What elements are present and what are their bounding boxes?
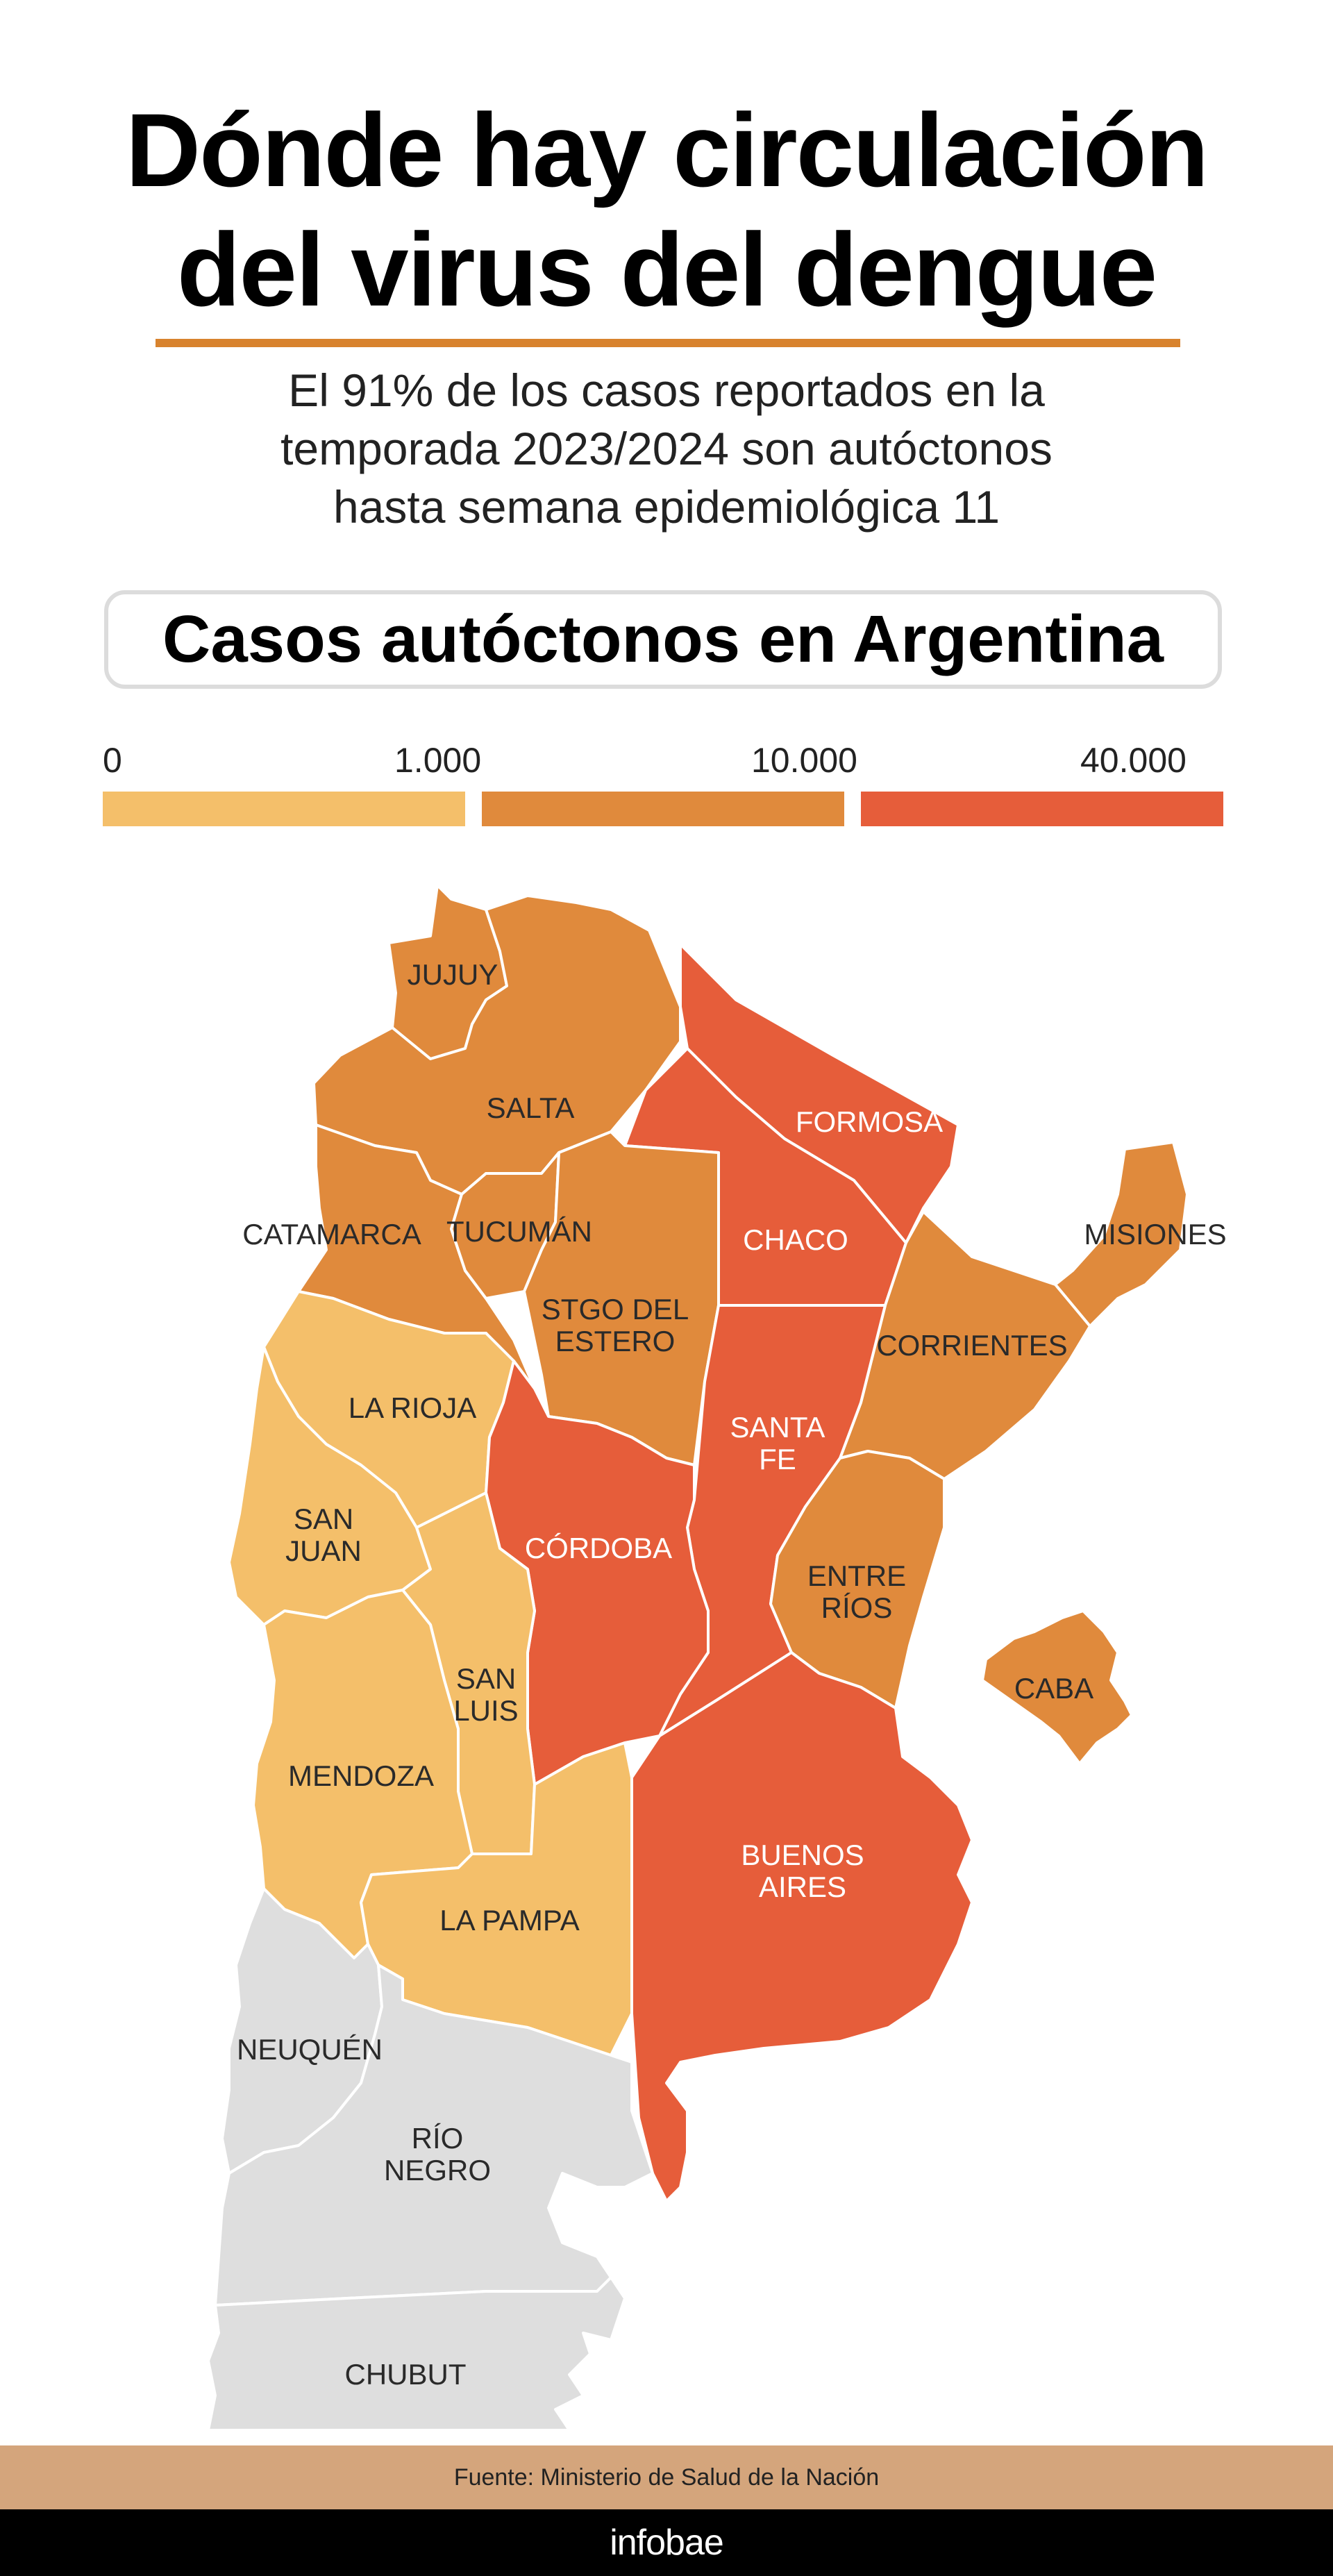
label-caba: CABA [1014,1672,1093,1705]
label-jujuy: JUJUY [408,958,498,991]
label-cordoba: CÓRDOBA [525,1532,672,1564]
label-mendoza: MENDOZA [288,1759,434,1792]
label-catamarca: CATAMARCA [242,1218,421,1251]
label-san-luis-line1: SAN [456,1662,516,1695]
label-misiones: MISIONES [1084,1218,1226,1251]
label-chaco: CHACO [743,1223,848,1256]
brand-logo: infobae [610,2523,724,2563]
main-title: Dónde hay circulación del virus del deng… [0,90,1333,329]
label-santa-fe-line1: SANTA [730,1411,825,1444]
label-neuquen: NEUQUÉN [237,2033,383,2066]
label-salta: SALTA [487,1092,575,1124]
legend-tick-1: 1.000 [394,741,482,780]
province-buenos-aires[interactable] [630,1651,973,2202]
label-buenos-aires-line2: AIRES [759,1871,846,1903]
title-line-2: del virus del dengue [176,211,1157,328]
legend-swatch-2 [861,792,1223,826]
panel-title: Casos autóctonos en Argentina [104,590,1222,689]
argentina-map: JUJUY SALTA FORMOSA CHACO MISIONES CATAM… [207,884,1227,2432]
label-buenos-aires-line1: BUENOS [741,1839,864,1871]
label-entre-rios-line2: RÍOS [821,1591,893,1624]
label-stgo-line2: ESTERO [555,1325,676,1357]
legend-swatch-0 [103,792,465,826]
subtitle-line-1: El 91% de los casos reportados en la [288,365,1045,416]
brand-bar: infobae [0,2509,1333,2576]
title-underline [156,339,1180,347]
label-formosa: FORMOSA [796,1105,943,1138]
province-rio-negro[interactable] [214,1964,654,2307]
label-san-luis-line2: LUIS [453,1694,518,1727]
province-labels: JUJUY SALTA FORMOSA CHACO MISIONES CATAM… [237,958,1227,2391]
subtitle-line-3: hasta semana epidemiológica 11 [333,481,1000,533]
province-caba[interactable] [981,1609,1133,1765]
source-text: Fuente: Ministerio de Salud de la Nación [453,2464,880,2491]
label-stgo-line1: STGO DEL [542,1293,689,1325]
label-la-rioja: LA RIOJA [349,1391,476,1424]
province-chubut[interactable] [207,2276,626,2432]
legend-tick-0: 0 [103,741,122,780]
source-bar: Fuente: Ministerio de Salud de la Nación [0,2445,1333,2509]
label-entre-rios-line1: ENTRE [807,1559,906,1592]
label-rio-negro-line2: NEGRO [384,2154,491,2186]
label-san-juan-line1: SAN [294,1503,353,1535]
subtitle-line-2: temporada 2023/2024 son autóctonos [280,423,1053,474]
legend-tick-2: 10.000 [751,741,857,780]
label-rio-negro-line1: RÍO [412,2122,464,2155]
label-chubut: CHUBUT [345,2358,467,2391]
title-line-1: Dónde hay circulación [125,92,1209,208]
label-santa-fe-line2: FE [759,1443,796,1475]
label-la-pampa: LA PAMPA [439,1904,580,1937]
label-tucuman: TUCUMÁN [446,1215,592,1248]
subtitle: El 91% de los casos reportados en la tem… [0,361,1333,536]
label-san-juan-line2: JUAN [285,1534,362,1567]
legend-tick-3: 40.000 [1080,741,1187,780]
label-corrientes: CORRIENTES [876,1329,1067,1362]
legend-swatch-1 [482,792,844,826]
